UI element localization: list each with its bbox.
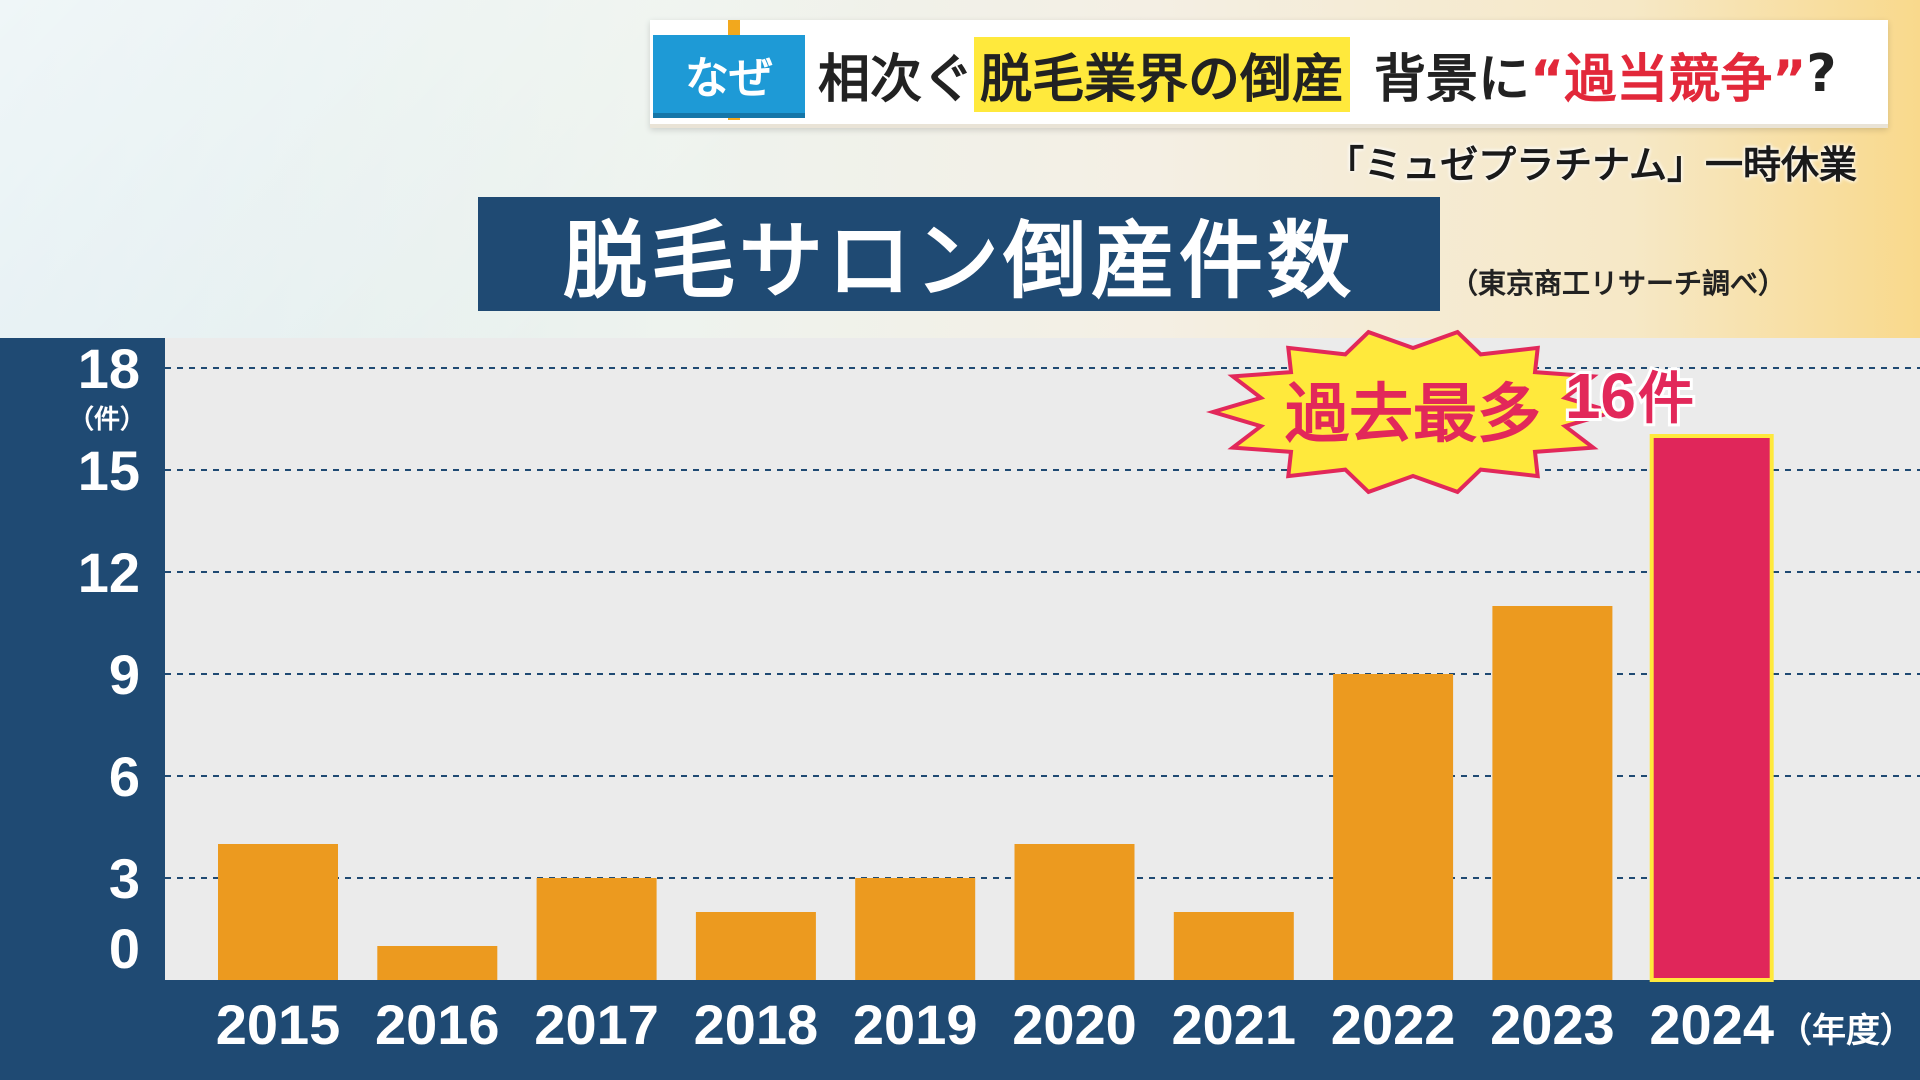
x-axis-panel	[0, 980, 1920, 1080]
bars	[218, 434, 1774, 982]
headline-quote: “過当競争”	[1530, 49, 1807, 110]
chart-title: 脱毛サロン倒産件数	[478, 197, 1440, 311]
y-axis-panel	[0, 338, 165, 1080]
y-tick-label: 12	[78, 541, 140, 604]
y-tick-label: 18	[78, 337, 140, 400]
bar-2018	[695, 912, 816, 980]
bar-2015	[218, 844, 338, 980]
y-tick-label: 3	[109, 847, 140, 910]
y-ticks: 0 3 6 9 12 15 18	[78, 337, 140, 980]
headline-part1: 相次ぐ	[818, 49, 975, 110]
naze-tag: なぜ	[653, 35, 805, 118]
x-tick-label: 2019	[853, 993, 978, 1056]
y-unit-label: （件）	[68, 405, 146, 435]
x-tick-label: 2020	[1012, 993, 1137, 1056]
y-tick-label: 6	[109, 745, 140, 808]
bar-2022	[1333, 674, 1454, 980]
headline-end: ?	[1806, 44, 1837, 104]
bar-2024	[1649, 434, 1774, 982]
bar-2020	[1014, 844, 1135, 980]
y-tick-label: 9	[109, 643, 140, 706]
subheadline: 「ミュゼプラチナム」一時休業	[1326, 143, 1857, 187]
bar-2017	[536, 878, 657, 980]
headline-highlight: 脱毛業界の倒産	[974, 36, 1351, 112]
bar-2023	[1492, 606, 1613, 980]
burst-text: 過去最多	[1285, 378, 1541, 452]
bar-2016	[377, 946, 498, 980]
x-tick-label: 2017	[534, 993, 659, 1056]
x-tick-label: 2021	[1172, 993, 1297, 1056]
headline-part2: 背景に	[1374, 49, 1531, 110]
y-tick-label: 15	[78, 439, 140, 502]
burst-shape	[1205, 329, 1621, 495]
x-tick-label: 2022	[1331, 993, 1456, 1056]
bar-2019	[855, 878, 976, 980]
bar-2021	[1173, 912, 1294, 980]
x-tick-label: 2024	[1649, 993, 1774, 1056]
x-tick-label: 2015	[216, 993, 341, 1056]
x-tick-label: 2018	[694, 993, 819, 1056]
x-ticks: 2015 2016 2017 2018 2019 2020 2021 2022 2023 2024	[216, 993, 1774, 1056]
x-tick-label: 2016	[375, 993, 500, 1056]
value-label-unit: 件	[1638, 367, 1694, 432]
record-burst: 過去最多	[1205, 329, 1621, 495]
x-unit-label: （年度）	[1778, 1011, 1914, 1051]
x-tick-label: 2023	[1490, 993, 1615, 1056]
naze-tag-label: なぜ	[685, 53, 773, 104]
y-tick-label: 0	[109, 917, 140, 980]
headline: 相次ぐ 脱毛業界の倒産 背景に “過当競争” ?	[818, 30, 1837, 118]
value-label-number: 16	[1565, 360, 1636, 432]
source-note: （東京商工リサーチ調べ）	[1450, 267, 1787, 300]
